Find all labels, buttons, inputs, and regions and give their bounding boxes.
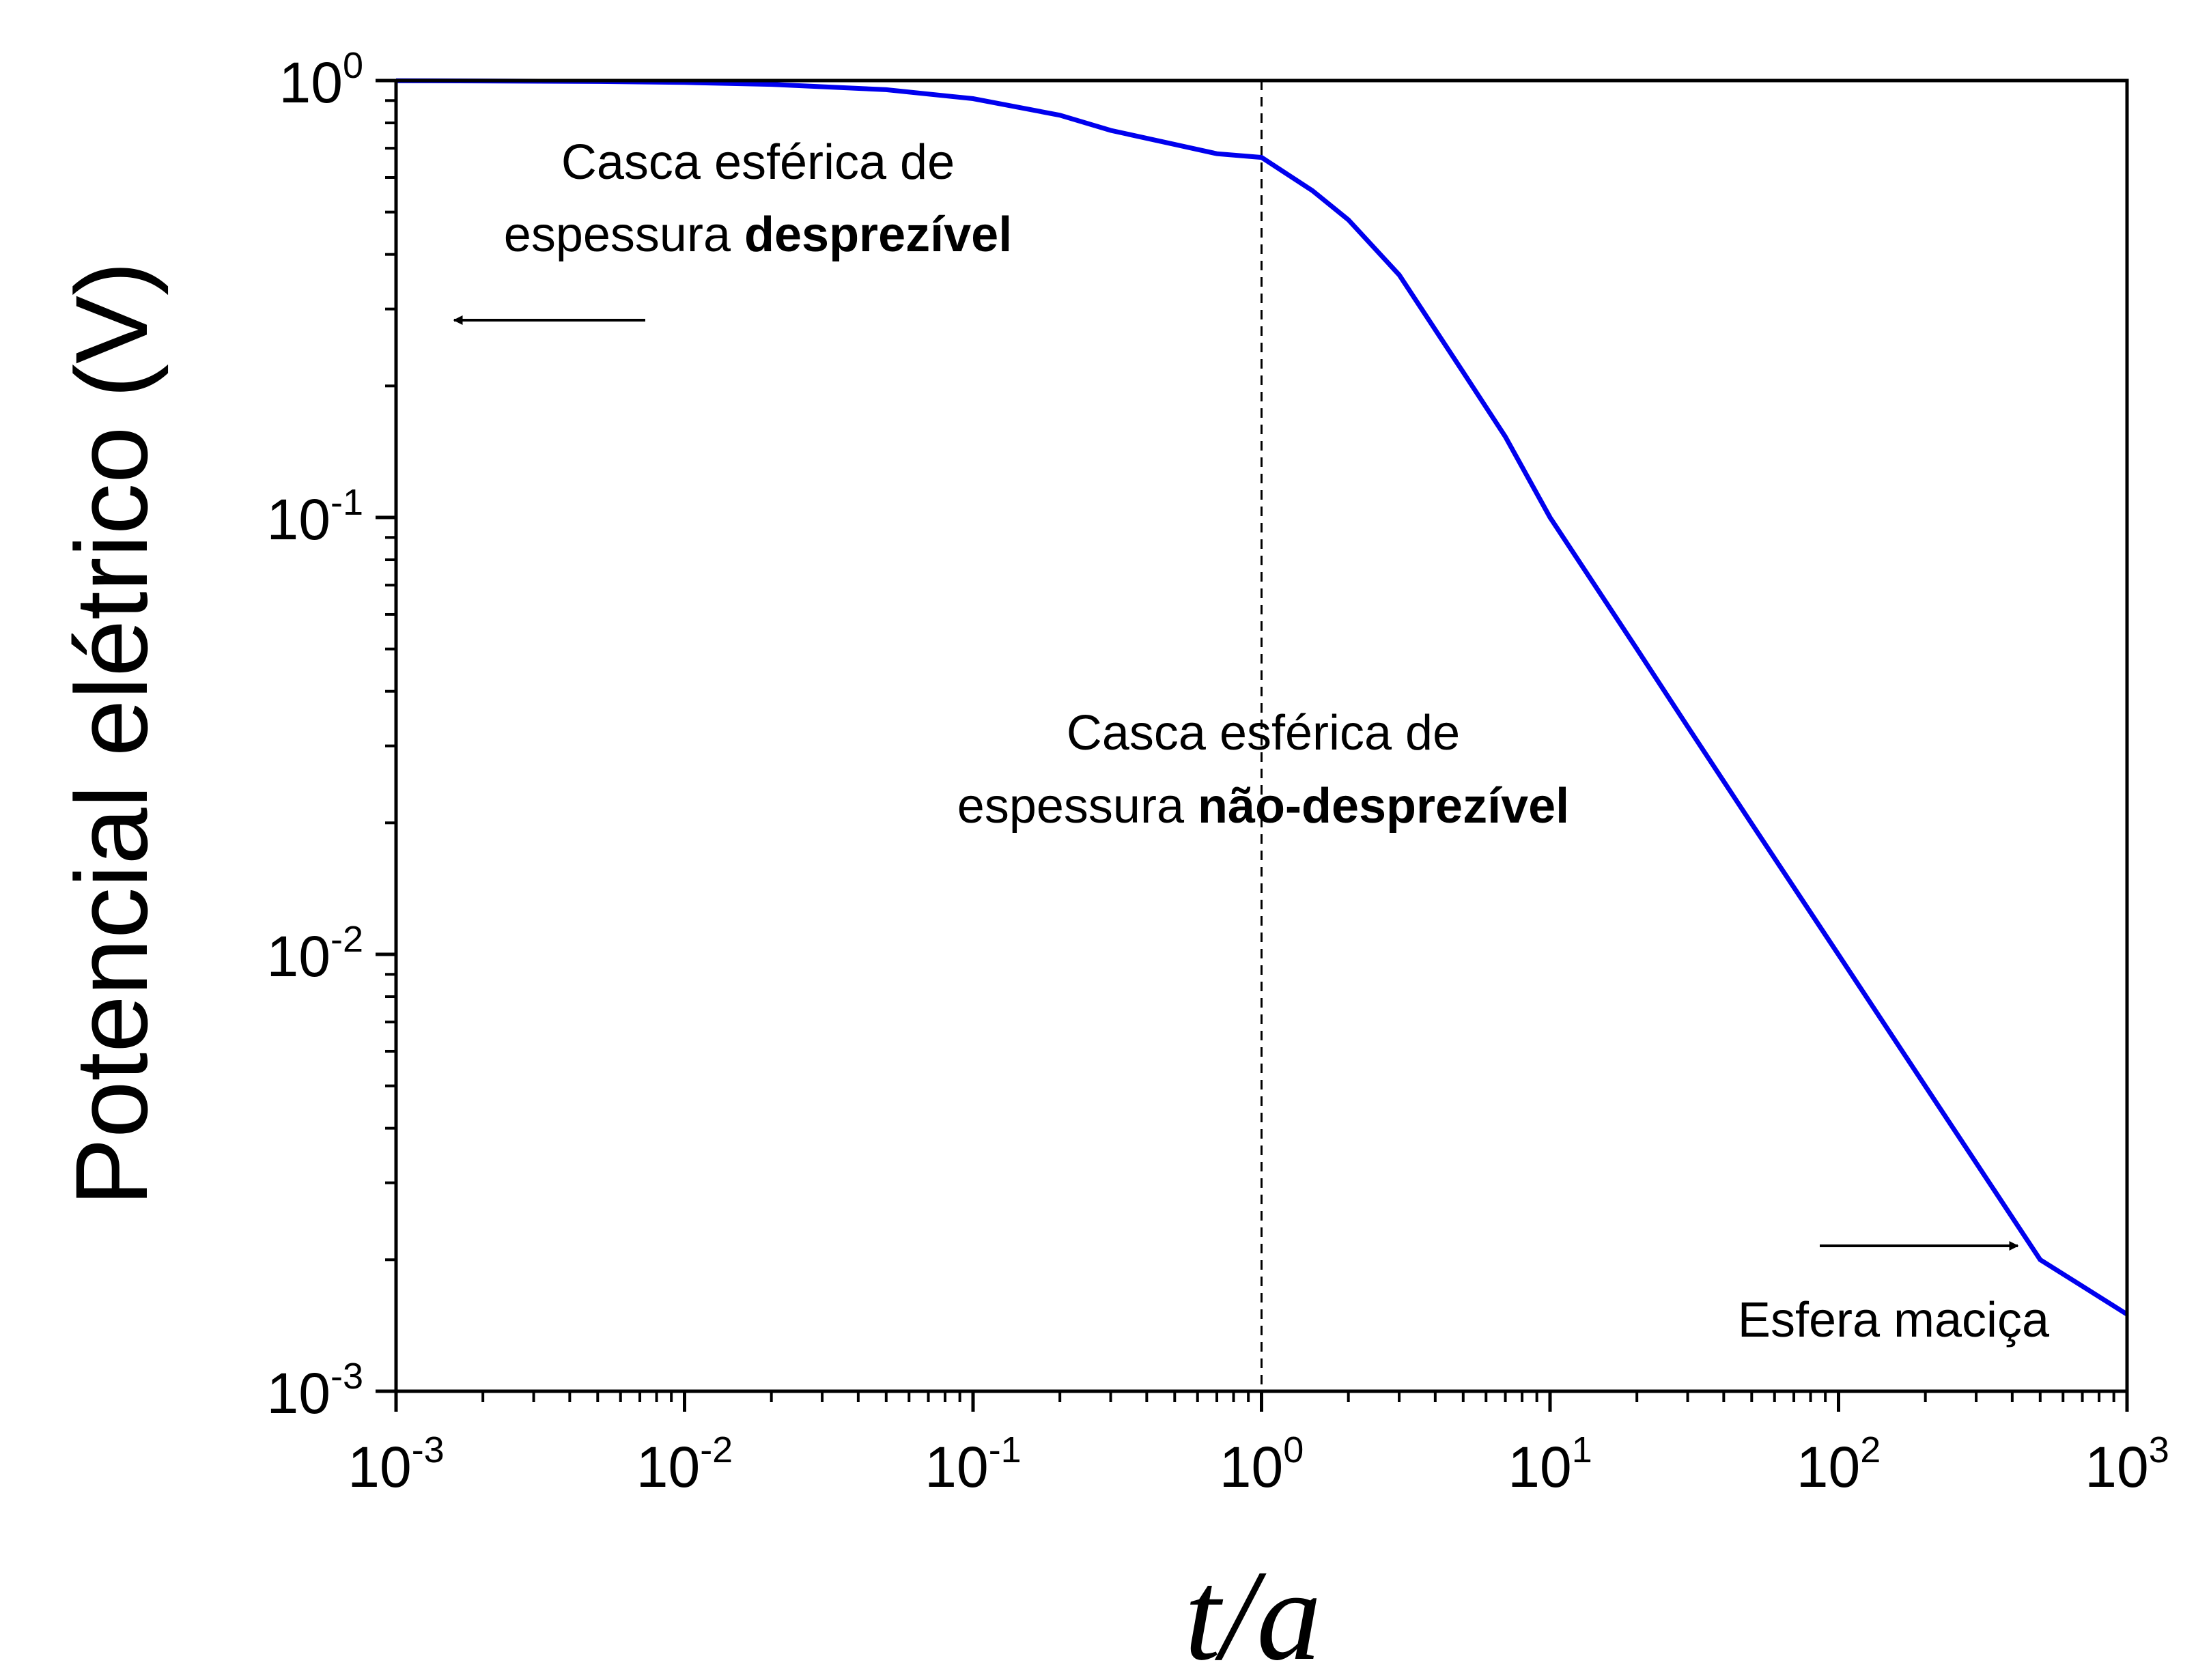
- annotation-left-line1: Casca esférica de: [561, 135, 955, 190]
- annotation-center-line2: espessura não-desprezível: [957, 779, 1569, 834]
- y-axis-label: Potencial elétrico (V): [54, 261, 169, 1206]
- annotation-left-prefix: espessura: [504, 208, 744, 262]
- annotation-right-label: Esfera maciça: [1738, 1293, 2050, 1348]
- annotation-left-line2: espessura desprezível: [504, 208, 1012, 262]
- y-tick-label: 10-1: [267, 482, 363, 552]
- x-tick-label: 102: [1797, 1429, 1881, 1499]
- x-axis-label: t/a: [1185, 1544, 1322, 1680]
- annotation-left-bold: desprezível: [744, 208, 1012, 262]
- x-tick-label: 101: [1508, 1429, 1592, 1499]
- x-tick-label: 10-2: [636, 1429, 733, 1499]
- y-tick-label: 10-3: [267, 1356, 363, 1425]
- annotation-center-prefix: espessura: [957, 779, 1198, 834]
- annotation-center-bold: não-desprezível: [1198, 779, 1569, 834]
- x-tick-label: 100: [1220, 1429, 1304, 1499]
- x-tick-label: 10-3: [348, 1429, 444, 1499]
- y-tick-label: 100: [279, 45, 363, 115]
- annotation-center-line1: Casca esférica de: [1067, 706, 1460, 760]
- plot-frame: [394, 79, 2129, 1393]
- x-tick-labels: 10-3 10-2 10-1 100 101 102 103: [348, 1429, 2169, 1499]
- y-tick-labels: 100 10-1 10-2 10-3: [267, 45, 363, 1425]
- series-line: [395, 78, 2128, 1317]
- x-tick-label: 10-1: [925, 1429, 1021, 1499]
- y-tick-label: 10-2: [267, 919, 363, 988]
- x-tick-label: 103: [2085, 1429, 2169, 1499]
- axis-ticks: [376, 79, 2129, 1412]
